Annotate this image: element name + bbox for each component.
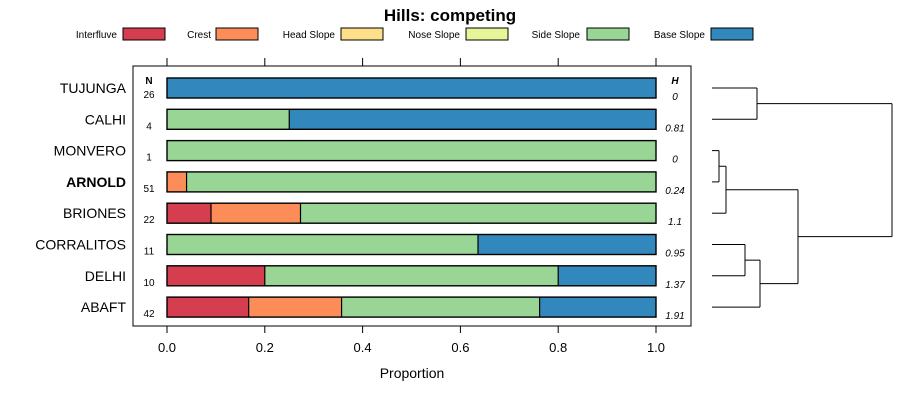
legend-label-side-slope: Side Slope [532,30,581,41]
bar-segment-arnold-crest [167,171,187,192]
legend-swatch-nose-slope [465,27,509,41]
plot-frame [132,65,692,327]
h-column-header: H [671,76,679,87]
row-label-briones: BRIONES [63,205,126,221]
bar-segment-delhi-interfluve [167,265,265,286]
bars [166,77,657,318]
bar-outline-delhi [166,265,657,287]
x-tick-label: 0.8 [549,340,567,355]
x-tick-label: 0.6 [451,340,469,355]
legend-label-interfluve: Interfluve [76,30,118,41]
legend-swatch-crest [215,27,259,41]
legend-swatch-interfluve [122,27,166,41]
bar-segment-delhi-base-slope [558,265,656,286]
x-tick-label: 0.0 [158,340,176,355]
bar-outline-briones [166,202,657,224]
h-label-briones: 1.1 [668,217,682,228]
bar-outline-calhi [166,108,657,131]
row-label-delhi: DELHI [85,268,126,284]
bar-outline-corralitos [166,233,657,256]
bar-outline-monvero [166,139,657,162]
legend-label-base-slope: Base Slope [654,30,706,41]
x-tick-label: 1.0 [647,340,665,355]
n-label-abaft: 42 [143,309,155,320]
h-label-monvero: 0 [672,155,678,166]
bar-segment-abaft-interfluve [167,297,249,318]
h-label-delhi: 1.37 [665,280,685,291]
top-axis-ticks [166,58,657,66]
row-labels: TUJUNGA CALHI MONVERO ARNOLD BRIONES CORRALIT… [35,80,126,315]
row-label-arnold: ARNOLD [66,174,126,190]
n-label-tujunga: 26 [143,90,155,101]
bar-segment-briones-interfluve [167,203,212,224]
x-tick-label: 0.2 [256,340,274,355]
row-label-tujunga: TUJUNGA [60,80,127,96]
bar-segment-arnold-side-slope [186,171,656,192]
bar-outline-abaft [166,296,657,318]
h-label-corralitos: 0.95 [665,249,685,260]
bar-segment-corralitos-base-slope [478,234,656,255]
bar-segment-briones-side-slope [300,203,656,224]
row-label-corralitos: CORRALITOS [35,237,126,253]
h-label-abaft: 1.91 [665,311,684,322]
h-label-calhi: 0.81 [665,123,684,134]
legend: Interfluve Crest Head Slope Nose Slope Side … [76,27,754,41]
bar-outline-arnold [166,171,657,193]
row-label-calhi: CALHI [85,111,126,127]
legend-swatch-side-slope [586,27,630,41]
x-axis-title: Proportion [380,365,445,381]
legend-label-crest: Crest [187,30,211,41]
n-labels: 26 4 1 51 22 11 10 42 [143,90,155,320]
n-label-arnold: 51 [143,184,155,195]
bar-segment-monvero-side-slope [167,140,656,161]
bar-segment-delhi-side-slope [264,265,559,286]
n-column-header: N [145,76,152,87]
dendrogram [712,87,893,308]
x-tick-label: 0.4 [354,340,372,355]
bar-segment-abaft-base-slope [539,297,656,318]
legend-swatch-head-slope [340,27,384,41]
h-label-tujunga: 0 [672,92,678,103]
legend-label-nose-slope: Nose Slope [408,30,460,41]
h-label-arnold: 0.24 [665,186,685,197]
n-label-corralitos: 11 [144,247,155,258]
bar-segment-abaft-side-slope [341,297,540,318]
chart-title: Hills: competing [384,6,516,25]
row-label-monvero: MONVERO [54,143,126,159]
row-label-abaft: ABAFT [81,299,127,315]
bar-segment-calhi-base-slope [289,109,656,130]
legend-swatch-base-slope [710,27,754,41]
legend-label-head-slope: Head Slope [283,30,336,41]
bar-segment-briones-crest [211,203,301,224]
h-labels: 0 0.81 0 0.24 1.1 0.95 1.37 1.91 [665,92,685,322]
bar-segment-abaft-crest [248,297,342,318]
n-label-delhi: 10 [143,278,155,289]
n-label-monvero: 1 [146,153,152,164]
bar-segment-tujunga-base-slope [167,78,656,98]
bar-outline-tujunga [166,77,657,99]
n-label-calhi: 4 [146,121,152,132]
bar-segment-calhi-side-slope [167,109,290,130]
n-label-briones: 22 [143,215,155,226]
x-axis: 0.0 0.2 0.4 0.6 0.8 1.0 [158,326,665,355]
bar-segment-corralitos-side-slope [167,234,479,255]
